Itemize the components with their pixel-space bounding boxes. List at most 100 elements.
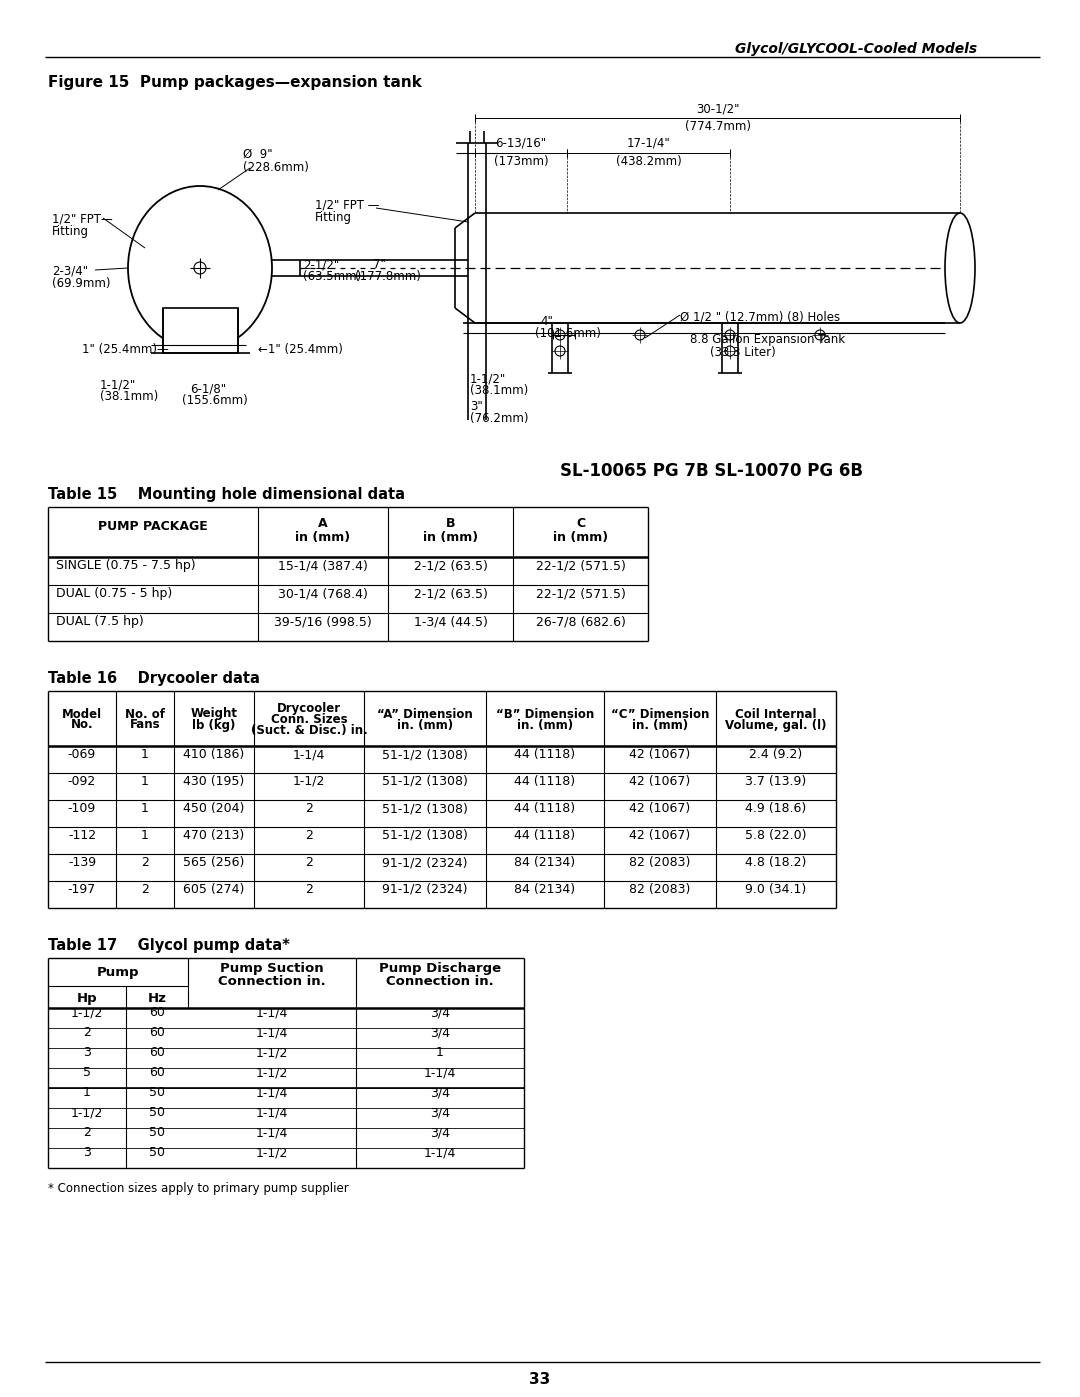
- Text: Table 17    Glycol pump data*: Table 17 Glycol pump data*: [48, 937, 289, 953]
- Text: 1: 1: [141, 775, 149, 788]
- Text: 1-1/4: 1-1/4: [256, 1126, 288, 1140]
- Text: 4.9 (18.6): 4.9 (18.6): [745, 802, 807, 814]
- Text: Weight: Weight: [190, 707, 238, 721]
- Text: 39-5/16 (998.5): 39-5/16 (998.5): [274, 616, 372, 629]
- Text: 2: 2: [141, 883, 149, 895]
- Text: Glycol/GLYCOOL-Cooled Models: Glycol/GLYCOOL-Cooled Models: [735, 42, 977, 56]
- Text: 60: 60: [149, 1006, 165, 1020]
- Text: 4.8 (18.2): 4.8 (18.2): [745, 856, 807, 869]
- Text: 15-1/4 (387.4): 15-1/4 (387.4): [278, 560, 368, 573]
- Text: 22-1/2 (571.5): 22-1/2 (571.5): [536, 560, 625, 573]
- Text: 8.8 Gallon Expansion Tank: 8.8 Gallon Expansion Tank: [690, 332, 846, 346]
- Text: 2: 2: [305, 856, 313, 869]
- Text: 1/2" FPT—: 1/2" FPT—: [52, 212, 112, 225]
- Text: 51-1/2 (1308): 51-1/2 (1308): [382, 828, 468, 842]
- Text: in (mm): in (mm): [296, 531, 351, 543]
- Text: -109: -109: [68, 802, 96, 814]
- Text: 1: 1: [141, 828, 149, 842]
- Text: C: C: [576, 517, 585, 529]
- Text: 82 (2083): 82 (2083): [630, 883, 691, 895]
- Text: Fitting: Fitting: [315, 211, 352, 224]
- Text: 5: 5: [83, 1066, 91, 1080]
- Text: 1" (25.4mm)—: 1" (25.4mm)—: [82, 344, 168, 356]
- Text: ←1" (25.4mm): ←1" (25.4mm): [258, 344, 342, 356]
- Text: (38.1mm): (38.1mm): [470, 384, 528, 397]
- Text: 42 (1067): 42 (1067): [630, 775, 690, 788]
- Text: 9.0 (34.1): 9.0 (34.1): [745, 883, 807, 895]
- Text: 1-1/4: 1-1/4: [256, 1027, 288, 1039]
- Text: Fitting: Fitting: [52, 225, 89, 237]
- Text: 1: 1: [436, 1046, 444, 1059]
- Text: Pump Discharge: Pump Discharge: [379, 963, 501, 975]
- Text: 82 (2083): 82 (2083): [630, 856, 691, 869]
- Text: (63.5mm): (63.5mm): [303, 270, 361, 284]
- Text: 1-1/4: 1-1/4: [293, 747, 325, 761]
- Text: 1-1/2: 1-1/2: [71, 1106, 104, 1119]
- Text: No. of: No. of: [125, 707, 165, 721]
- Text: Table 15    Mounting hole dimensional data: Table 15 Mounting hole dimensional data: [48, 488, 405, 502]
- Text: -139: -139: [68, 856, 96, 869]
- Text: 42 (1067): 42 (1067): [630, 828, 690, 842]
- Text: 1-1/4: 1-1/4: [423, 1066, 456, 1080]
- Text: 2: 2: [305, 828, 313, 842]
- Text: 2: 2: [141, 856, 149, 869]
- Text: (76.2mm): (76.2mm): [470, 412, 528, 425]
- Text: 1/2" FPT —: 1/2" FPT —: [315, 198, 379, 211]
- Text: 2: 2: [305, 802, 313, 814]
- Text: 410 (186): 410 (186): [184, 747, 245, 761]
- Text: No.: No.: [70, 718, 93, 732]
- Text: 470 (213): 470 (213): [184, 828, 245, 842]
- Text: 5.8 (22.0): 5.8 (22.0): [745, 828, 807, 842]
- Text: Hp: Hp: [77, 992, 97, 1004]
- Text: -197: -197: [68, 883, 96, 895]
- Text: in. (mm): in. (mm): [632, 718, 688, 732]
- Text: 42 (1067): 42 (1067): [630, 802, 690, 814]
- Text: 3/4: 3/4: [430, 1027, 450, 1039]
- Text: Volume, gal. (l): Volume, gal. (l): [726, 718, 827, 732]
- Text: 91-1/2 (2324): 91-1/2 (2324): [382, 883, 468, 895]
- Text: 1: 1: [141, 802, 149, 814]
- Text: 1-1/2: 1-1/2: [256, 1147, 288, 1160]
- Text: 1-1/2: 1-1/2: [71, 1006, 104, 1020]
- Text: -069: -069: [68, 747, 96, 761]
- Text: DUAL (7.5 hp): DUAL (7.5 hp): [56, 616, 144, 629]
- Text: 3/4: 3/4: [430, 1087, 450, 1099]
- Text: 2: 2: [83, 1027, 91, 1039]
- Text: 2: 2: [83, 1126, 91, 1140]
- Text: 42 (1067): 42 (1067): [630, 747, 690, 761]
- Text: 605 (274): 605 (274): [184, 883, 245, 895]
- Text: 30-1/4 (768.4): 30-1/4 (768.4): [278, 588, 368, 601]
- Text: Table 16    Drycooler data: Table 16 Drycooler data: [48, 671, 260, 686]
- Text: Fans: Fans: [130, 718, 160, 732]
- Text: (155.6mm): (155.6mm): [183, 394, 247, 407]
- Text: 50: 50: [149, 1087, 165, 1099]
- Text: 3/4: 3/4: [430, 1106, 450, 1119]
- Text: 1-1/4: 1-1/4: [423, 1147, 456, 1160]
- Text: (177.8mm): (177.8mm): [355, 270, 421, 284]
- Text: (774.7mm): (774.7mm): [685, 120, 751, 133]
- Text: Connection in.: Connection in.: [218, 975, 326, 988]
- Text: 44 (1118): 44 (1118): [514, 828, 576, 842]
- Text: “B” Dimension: “B” Dimension: [496, 707, 594, 721]
- Text: 44 (1118): 44 (1118): [514, 802, 576, 814]
- Text: 60: 60: [149, 1046, 165, 1059]
- Text: 1-1/2: 1-1/2: [256, 1066, 288, 1080]
- Text: PUMP PACKAGE: PUMP PACKAGE: [98, 521, 207, 534]
- Text: 26-7/8 (682.6): 26-7/8 (682.6): [536, 616, 625, 629]
- Bar: [163, 307, 238, 353]
- Text: in (mm): in (mm): [423, 531, 478, 543]
- Text: 2-3/4": 2-3/4": [52, 265, 89, 278]
- Text: 1: 1: [83, 1087, 91, 1099]
- Text: 60: 60: [149, 1066, 165, 1080]
- Text: Figure 15  Pump packages—expansion tank: Figure 15 Pump packages—expansion tank: [48, 75, 422, 89]
- Text: 1-1/4: 1-1/4: [256, 1106, 288, 1119]
- Text: 44 (1118): 44 (1118): [514, 747, 576, 761]
- Text: 51-1/2 (1308): 51-1/2 (1308): [382, 802, 468, 814]
- Text: in (mm): in (mm): [553, 531, 608, 543]
- Text: 33: 33: [529, 1372, 551, 1387]
- Text: 2-1/2": 2-1/2": [303, 258, 339, 271]
- Text: 3.7 (13.9): 3.7 (13.9): [745, 775, 807, 788]
- Text: Drycooler: Drycooler: [276, 703, 341, 715]
- Text: Conn. Sizes: Conn. Sizes: [271, 712, 348, 726]
- Text: 6-1/8": 6-1/8": [190, 381, 226, 395]
